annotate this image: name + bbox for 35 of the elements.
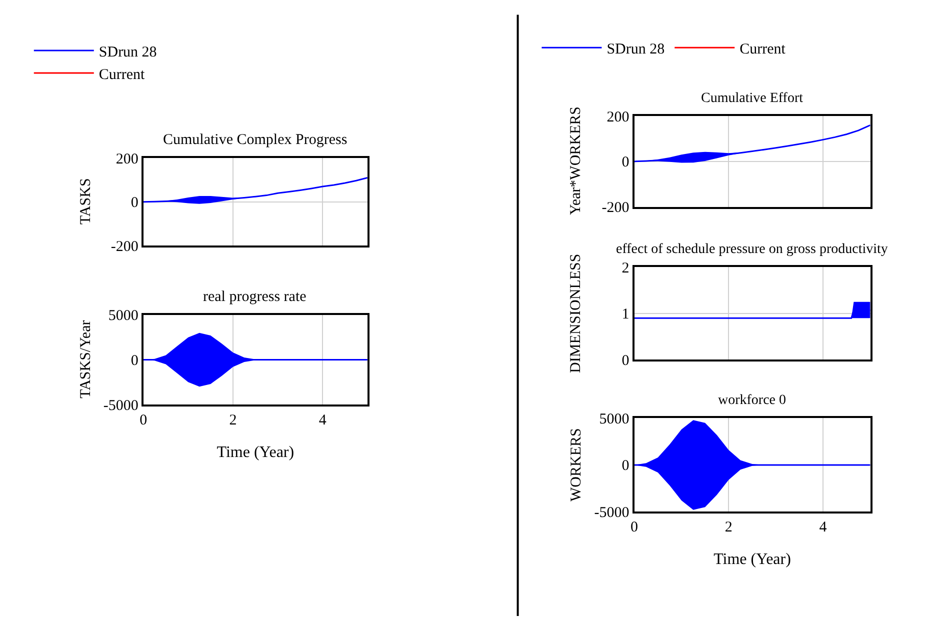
y-tick-label: 200 bbox=[116, 151, 138, 168]
chart-title: effect of schedule pressure on gross productivity bbox=[616, 242, 888, 257]
y-tick-label: -5000 bbox=[594, 504, 630, 521]
y-tick-label: -200 bbox=[110, 238, 138, 255]
y-axis-title: TASKS bbox=[78, 178, 94, 225]
y-tick-label: 0 bbox=[622, 458, 630, 474]
y-tick-label: 5000 bbox=[599, 411, 630, 428]
y-axis-title: Year*WORKERS bbox=[568, 106, 584, 215]
y-axis-title: DIMENSIONLESS bbox=[568, 254, 584, 373]
y-tick-label: 0 bbox=[130, 195, 138, 212]
y-axis-title: TASKS/Year bbox=[78, 320, 94, 398]
x-tick-label: 2 bbox=[724, 520, 732, 536]
y-tick-label: -5000 bbox=[103, 398, 138, 414]
chart-title: Cumulative Effort bbox=[701, 91, 804, 106]
y-tick-label: -200 bbox=[602, 200, 630, 216]
legend-label: Current bbox=[98, 66, 146, 83]
chart-title: workforce 0 bbox=[718, 393, 786, 408]
y-tick-label: 0 bbox=[130, 352, 138, 369]
x-tick-label: 2 bbox=[229, 412, 237, 429]
y-tick-label: 0 bbox=[622, 154, 630, 171]
legend-label: Current bbox=[740, 41, 786, 58]
y-axis-title: WORKERS bbox=[568, 428, 585, 502]
x-axis-title: Time (Year) bbox=[714, 550, 791, 568]
y-tick-label: 0 bbox=[622, 352, 630, 369]
chart-title: Cumulative Complex Progress bbox=[163, 132, 348, 148]
x-tick-label: 4 bbox=[819, 520, 828, 536]
y-tick-label: 200 bbox=[606, 109, 630, 126]
x-axis-title: Time (Year) bbox=[216, 444, 294, 461]
legend-label: SDrun 28 bbox=[606, 41, 665, 58]
y-tick-label: 5000 bbox=[108, 308, 138, 324]
y-tick-label: 1 bbox=[622, 306, 630, 323]
chart-title: real progress rate bbox=[203, 289, 307, 305]
y-tick-label: 2 bbox=[622, 260, 630, 276]
x-tick-label: 4 bbox=[318, 412, 327, 429]
legend-label: SDrun 28 bbox=[98, 44, 157, 60]
